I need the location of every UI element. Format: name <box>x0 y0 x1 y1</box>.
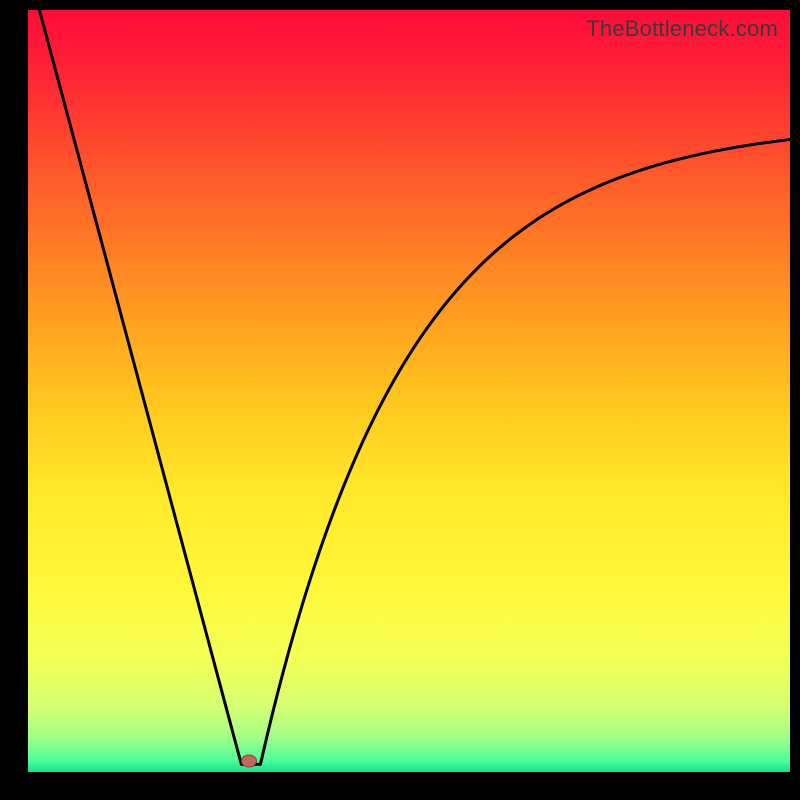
chart-frame: TheBottleneck.com <box>0 0 800 800</box>
optimal-point-marker <box>241 755 257 768</box>
watermark-text: TheBottleneck.com <box>586 16 778 42</box>
plot-area: TheBottleneck.com <box>28 10 790 772</box>
curve-layer <box>28 10 790 772</box>
bottleneck-curve <box>39 10 790 764</box>
